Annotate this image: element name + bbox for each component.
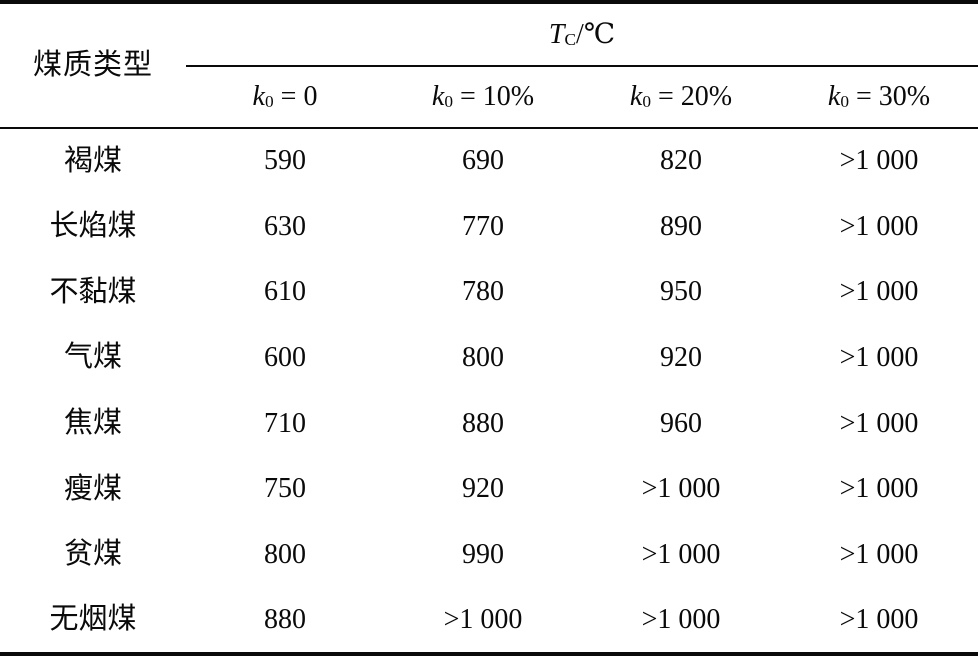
temp-value-cell: 890 <box>660 210 702 242</box>
temp-value-cell: 780 <box>462 276 504 308</box>
table-row: 褐煤 590 690 820 >1 000 <box>0 128 978 194</box>
temp-value-cell: >1 000 <box>839 407 919 439</box>
temp-value-cell: 880 <box>264 603 306 635</box>
column-header-coal-type: 煤质类型 <box>0 2 186 129</box>
temp-value-cell: >1 000 <box>839 145 919 177</box>
temp-value-cell: 820 <box>660 145 702 177</box>
coal-type-cell: 贫煤 <box>63 538 122 571</box>
k-value: = 10% <box>453 81 535 112</box>
temp-value-cell: >1 000 <box>641 538 721 570</box>
temp-value-cell: >1 000 <box>641 473 721 505</box>
temp-value-cell: 690 <box>462 145 504 177</box>
temp-unit: /℃ <box>576 18 616 50</box>
temp-value-cell: 610 <box>264 276 306 308</box>
temp-value-cell: 710 <box>264 407 306 439</box>
temp-value-cell: >1 000 <box>839 210 919 242</box>
table-row: 贫煤 800 990 >1 000 >1 000 <box>0 522 978 588</box>
temp-subscript: C <box>564 29 577 49</box>
k-symbol: k <box>827 81 841 112</box>
coal-type-cell: 气煤 <box>63 341 122 374</box>
temp-value-cell: 920 <box>462 473 504 505</box>
coal-type-cell: 褐煤 <box>63 144 122 177</box>
coal-type-cell: 长焰煤 <box>49 210 137 243</box>
temp-value-cell: 920 <box>660 341 702 373</box>
k-value: = 30% <box>849 81 931 112</box>
k-subscript: 0 <box>444 92 453 112</box>
table-row: 不黏煤 610 780 950 >1 000 <box>0 259 978 325</box>
coal-type-cell: 焦煤 <box>63 407 122 440</box>
column-header-k0-20: k0 = 20% <box>582 66 780 129</box>
k-symbol: k <box>431 81 445 112</box>
temp-value-cell: >1 000 <box>443 603 523 635</box>
temp-value-cell: 750 <box>264 473 306 505</box>
temp-value-cell: 800 <box>264 538 306 570</box>
temp-value-cell: >1 000 <box>641 603 721 635</box>
temp-value-cell: 630 <box>264 210 306 242</box>
column-header-k0-0: k0 = 0 <box>186 66 384 129</box>
temp-value-cell: >1 000 <box>839 473 919 505</box>
temp-value-cell: 950 <box>660 276 702 308</box>
k-symbol: k <box>252 81 265 112</box>
k-subscript: 0 <box>264 92 274 112</box>
temp-value-cell: 600 <box>264 341 306 373</box>
k-value: = 0 <box>273 81 318 112</box>
table-row: 无烟煤 880 >1 000 >1 000 >1 000 <box>0 588 978 654</box>
temp-value-cell: >1 000 <box>839 276 919 308</box>
column-header-k0-30: k0 = 30% <box>780 66 978 129</box>
k-subscript: 0 <box>840 92 850 112</box>
temp-value-cell: 990 <box>462 538 504 570</box>
coal-type-cell: 瘦煤 <box>63 472 122 505</box>
temp-value-cell: 880 <box>462 407 504 439</box>
table-row: 瘦煤 750 920 >1 000 >1 000 <box>0 456 978 522</box>
coal-type-cell: 无烟煤 <box>49 603 137 636</box>
temp-value-cell: 800 <box>462 341 504 373</box>
column-header-temperature: TC/℃ <box>186 2 978 67</box>
temp-value-cell: 960 <box>660 407 702 439</box>
k-subscript: 0 <box>642 92 651 112</box>
k-value: = 20% <box>651 81 733 112</box>
temp-value-cell: 590 <box>264 145 306 177</box>
column-header-k0-10: k0 = 10% <box>384 66 582 129</box>
k-symbol: k <box>629 81 643 112</box>
temp-symbol: T <box>548 18 565 50</box>
table-row: 焦煤 710 880 960 >1 000 <box>0 391 978 457</box>
table-row: 长焰煤 630 770 890 >1 000 <box>0 194 978 260</box>
temp-value-cell: >1 000 <box>839 603 919 635</box>
temp-value-cell: 770 <box>462 210 504 242</box>
temp-value-cell: >1 000 <box>839 341 919 373</box>
temp-value-cell: >1 000 <box>839 538 919 570</box>
coal-type-cell: 不黏煤 <box>49 275 137 308</box>
table-row: 气煤 600 800 920 >1 000 <box>0 325 978 391</box>
